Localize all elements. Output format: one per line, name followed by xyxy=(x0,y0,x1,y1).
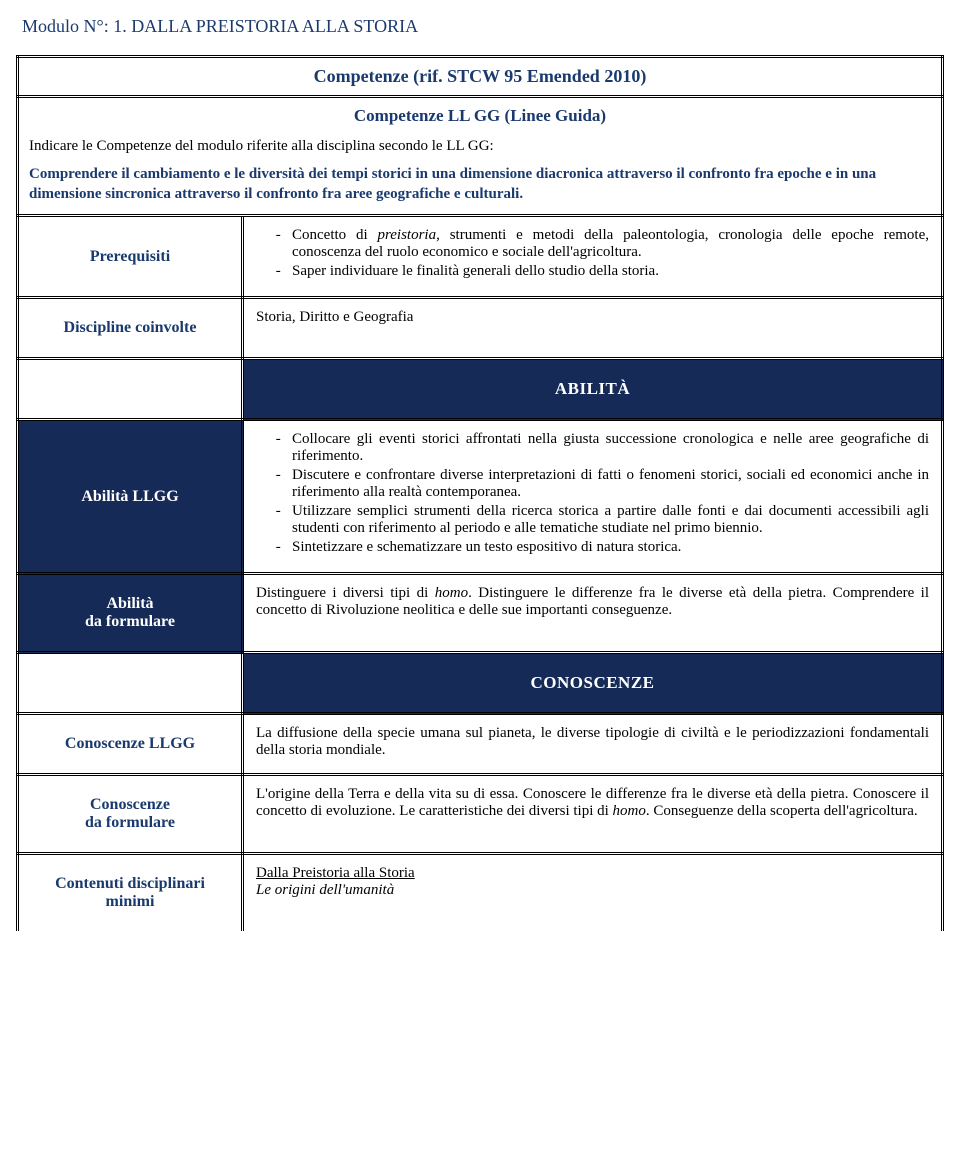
contenuti-label: Contenuti disciplinari minimi xyxy=(18,854,243,932)
llgg-indicare: Indicare le Competenze del modulo riferi… xyxy=(29,138,931,155)
prerequisiti-item-2: Saper individuare le finalità generali d… xyxy=(292,263,929,280)
text: Distinguere i diversi tipi di xyxy=(256,585,435,601)
label-line: da formulare xyxy=(85,814,175,831)
abilita-band: ABILITÀ xyxy=(243,359,943,420)
contenuti-line-italic: Le origini dell'umanità xyxy=(256,882,929,899)
contenuti-content: Dalla Preistoria alla Storia Le origini … xyxy=(243,854,943,932)
abilita-form-label: Abilità da formulare xyxy=(18,574,243,653)
text: . Conseguenze della scoperta dell'agrico… xyxy=(646,803,918,819)
label-line: Contenuti disciplinari xyxy=(55,875,205,892)
abilita-llgg-label: Abilità LLGG xyxy=(18,420,243,574)
text-italic: homo xyxy=(435,585,468,601)
label-line: minimi xyxy=(106,893,155,910)
label-line: Abilità xyxy=(106,595,153,612)
conoscenze-band: CONOSCENZE xyxy=(243,653,943,714)
text-italic: homo xyxy=(613,803,646,819)
conoscenze-form-label: Conoscenze da formulare xyxy=(18,775,243,854)
prerequisiti-label: Prerequisiti xyxy=(18,216,243,298)
label-line: Conoscenze xyxy=(90,796,170,813)
band-text: CONOSCENZE xyxy=(530,673,654,692)
abilita-llgg-item: Discutere e confrontare diverse interpre… xyxy=(292,467,929,501)
label-line: da formulare xyxy=(85,613,175,630)
abilita-llgg-item: Utilizzare semplici strumenti della rice… xyxy=(292,503,929,537)
conoscenze-form-content: L'origine della Terra e della vita su di… xyxy=(243,775,943,854)
llgg-comprendere: Comprendere il cambiamento e le diversit… xyxy=(29,165,931,204)
llgg-subheader: Competenze LL GG (Linee Guida) xyxy=(19,98,941,132)
contenuti-line-underline: Dalla Preistoria alla Storia xyxy=(256,865,929,882)
module-title: Modulo N°: 1. DALLA PREISTORIA ALLA STOR… xyxy=(16,16,944,37)
competenze-header: Competenze (rif. STCW 95 Emended 2010) xyxy=(18,57,943,97)
document-table: Competenze (rif. STCW 95 Emended 2010) C… xyxy=(16,55,944,931)
abilita-form-content: Distinguere i diversi tipi di homo. Dist… xyxy=(243,574,943,653)
prerequisiti-content: Concetto di preistoria, strumenti e meto… xyxy=(243,216,943,298)
abilita-llgg-item: Sintetizzare e schematizzare un testo es… xyxy=(292,539,929,556)
text-italic: preistoria xyxy=(377,227,436,243)
discipline-label: Discipline coinvolte xyxy=(18,298,243,359)
prerequisiti-item-1: Concetto di preistoria, strumenti e meto… xyxy=(292,227,929,261)
conoscenze-llgg-content: La diffusione della specie umana sul pia… xyxy=(243,714,943,775)
band-text: ABILITÀ xyxy=(555,379,630,398)
conoscenze-llgg-label: Conoscenze LLGG xyxy=(18,714,243,775)
text: Concetto di xyxy=(292,227,377,243)
abilita-llgg-item: Collocare gli eventi storici affrontati … xyxy=(292,431,929,465)
discipline-content: Storia, Diritto e Geografia xyxy=(243,298,943,359)
abilita-llgg-content: Collocare gli eventi storici affrontati … xyxy=(243,420,943,574)
